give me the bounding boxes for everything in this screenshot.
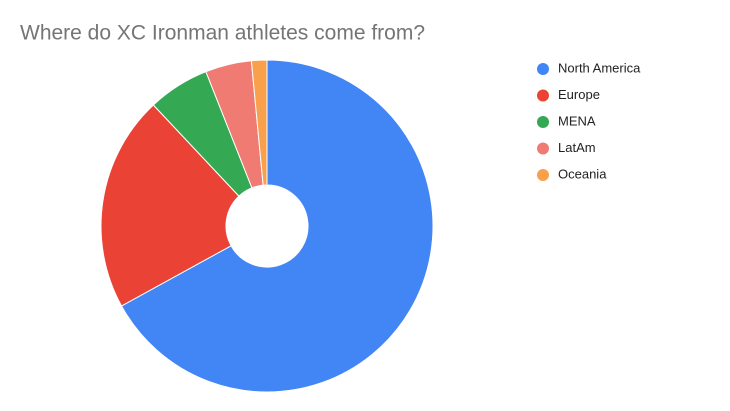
pie-slice — [250, 59, 268, 186]
chart-title: Where do XC Ironman athletes come from? — [20, 22, 425, 45]
legend-swatch — [537, 63, 549, 75]
legend-swatch — [537, 116, 549, 128]
legend-label: Oceania — [558, 166, 607, 181]
pie-slice — [120, 59, 434, 393]
pie-slice — [100, 104, 240, 307]
legend-swatch — [537, 142, 549, 155]
legend-label: LatAm — [558, 140, 596, 155]
legend-swatch — [537, 89, 549, 102]
legend-swatch — [537, 169, 549, 181]
legend-label: MENA — [558, 113, 596, 128]
legend-label: North America — [558, 60, 641, 75]
legend-label: Europe — [558, 87, 600, 102]
